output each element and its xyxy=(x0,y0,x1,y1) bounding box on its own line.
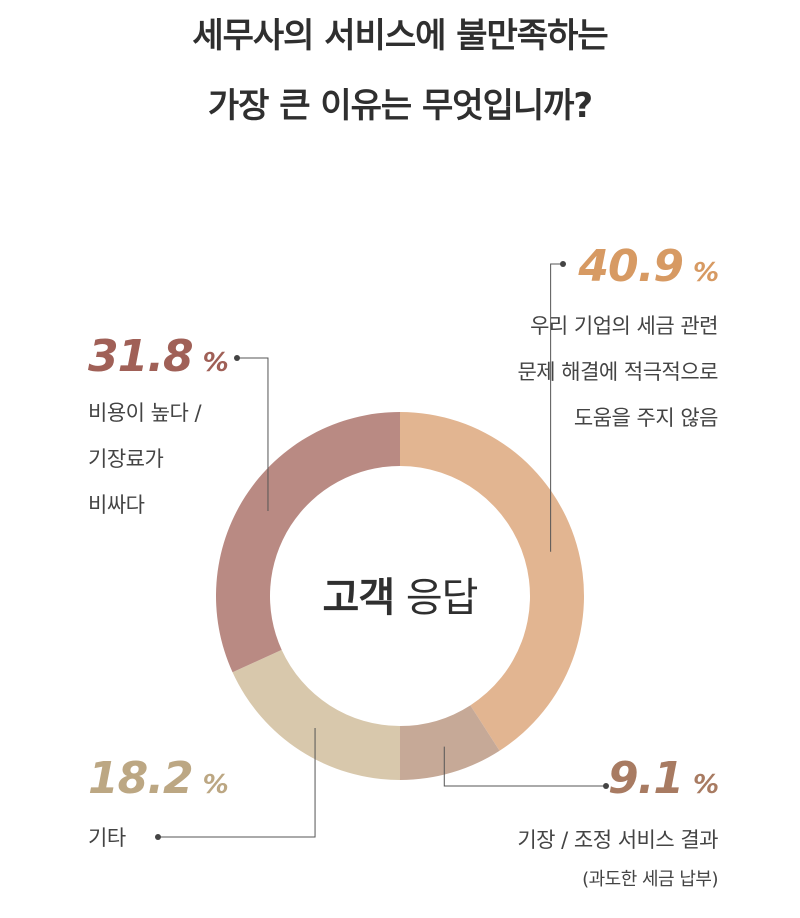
donut-slice-18-2 xyxy=(232,649,400,780)
chart-title-line-2: 가장 큰 이유는 무엇입니까? xyxy=(207,86,593,126)
leader-line-31-8 xyxy=(237,357,269,512)
slice-value-unit: % xyxy=(692,770,719,800)
slice-label-line: 기장 / 조정 서비스 결과 xyxy=(517,828,718,852)
slice-label-line: (과도한 세금 납부) xyxy=(582,869,718,890)
slice-label-line: 우리 기업의 세금 관련 xyxy=(530,314,718,338)
leader-line-18-2 xyxy=(158,728,316,838)
slice-value-18-2: 18.2% xyxy=(88,757,229,801)
leader-dot-9-1 xyxy=(603,783,609,789)
leader-dot-31-8 xyxy=(234,355,240,361)
chart-title-line-1: 세무사의 서비스에 불만족하는 xyxy=(192,16,608,56)
leader-dot-18-2 xyxy=(155,834,161,840)
donut-slice-9-1 xyxy=(400,705,500,780)
slice-value-unit: % xyxy=(202,348,229,378)
donut-center-label: 고객 응답 xyxy=(250,565,550,623)
slice-label-18-2: 기타 xyxy=(88,815,126,861)
slice-label-line: 기장료가 xyxy=(88,447,164,471)
donut-slice-31-8 xyxy=(215,412,400,673)
leader-line-40-9 xyxy=(550,263,563,552)
slice-value-31-8: 31.8% xyxy=(88,335,229,379)
slice-value-9-1: 9.1% xyxy=(608,757,719,801)
slice-label-line: 기타 xyxy=(88,826,126,850)
slice-value-unit: % xyxy=(692,258,719,288)
leader-line-9-1 xyxy=(443,746,606,787)
slice-label-line: 비싸다 xyxy=(88,493,145,517)
slice-label-line: 문제 해결에 적극적으로 xyxy=(517,360,718,384)
slice-label-line: 도움을 주지 않음 xyxy=(573,406,719,430)
slice-label-40-9: 우리 기업의 세금 관련 문제 해결에 적극적으로 도움을 주지 않음 xyxy=(517,303,718,441)
slice-label-line: 비용이 높다 / xyxy=(88,401,202,425)
slice-value-number: 18.2 xyxy=(88,753,194,804)
donut-slice-40-9 xyxy=(400,412,585,751)
slice-label-31-8: 비용이 높다 / 기장료가 비싸다 xyxy=(88,390,202,528)
slice-value-number: 31.8 xyxy=(88,331,194,382)
slice-value-number: 9.1 xyxy=(607,753,684,804)
slice-value-unit: % xyxy=(202,770,229,800)
center-label-bold: 고객 xyxy=(322,575,396,621)
slice-label-9-1: 기장 / 조정 서비스 결과 (과도한 세금 납부) xyxy=(517,820,718,900)
center-label-light: 응답 xyxy=(405,575,479,621)
slice-value-40-9: 40.9% xyxy=(578,245,719,289)
leader-dot-40-9 xyxy=(560,261,566,267)
slice-value-number: 40.9 xyxy=(578,241,684,292)
